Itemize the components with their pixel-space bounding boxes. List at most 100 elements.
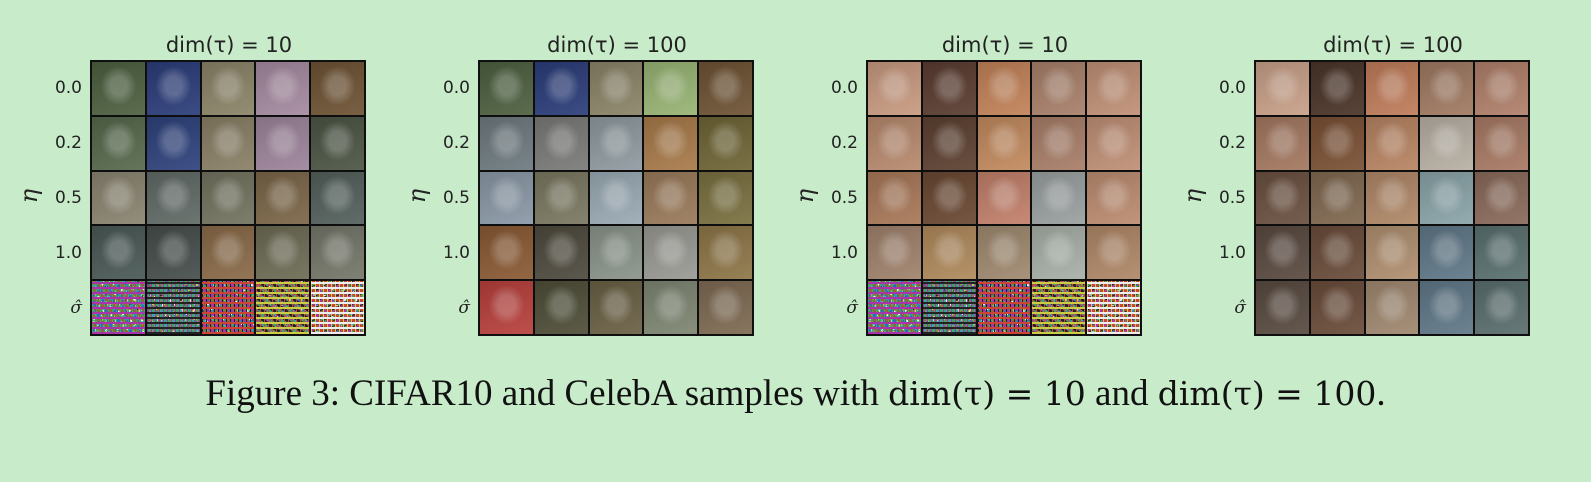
sample-image xyxy=(1420,281,1474,334)
eta-axis-label: η xyxy=(791,188,820,204)
sample-image xyxy=(589,116,643,170)
row-label: 1.0 xyxy=(442,243,470,264)
row-label: σ̂ xyxy=(458,298,470,319)
caption-suffix: . xyxy=(1376,373,1386,414)
row-label: 1.0 xyxy=(1218,243,1246,264)
row-label: 0.0 xyxy=(442,77,470,98)
caption-math-2: dim(τ) = 100 xyxy=(1157,374,1377,413)
eta-axis-label: η xyxy=(403,188,432,204)
panel-title: dim(τ) = 100 xyxy=(1323,33,1463,57)
sample-image xyxy=(699,281,752,334)
sample-image xyxy=(1475,62,1528,115)
sample-image xyxy=(699,62,752,115)
sample-image xyxy=(868,62,921,115)
sample-image xyxy=(868,171,921,225)
sample-image xyxy=(868,226,921,280)
sample-image xyxy=(922,281,976,334)
sample-image xyxy=(589,171,643,225)
sample-image xyxy=(480,62,533,115)
sample-image xyxy=(311,226,364,280)
row-label: 0.5 xyxy=(830,188,858,208)
sample-image xyxy=(1365,171,1419,225)
sample-image xyxy=(146,171,200,225)
sample-image xyxy=(1032,116,1086,170)
row-label: σ̂ xyxy=(846,298,858,319)
sample-image xyxy=(201,226,255,280)
sample-image xyxy=(644,281,698,334)
sample-image xyxy=(92,281,145,334)
sample-image xyxy=(1087,226,1140,280)
sample-image xyxy=(699,226,752,280)
sample-image xyxy=(1365,226,1419,280)
eta-axis-label: η xyxy=(15,188,44,204)
row-label: 0.2 xyxy=(54,132,82,153)
sample-image xyxy=(922,116,976,170)
sample-image xyxy=(1032,226,1086,280)
row-label: 0.5 xyxy=(54,188,82,208)
sample-image xyxy=(1310,226,1364,280)
sample-image xyxy=(922,62,976,115)
panel-title: dim(τ) = 100 xyxy=(547,33,687,57)
row-label: 1.0 xyxy=(830,243,858,264)
sample-image xyxy=(1310,281,1364,334)
sample-image xyxy=(92,226,145,280)
row-label: 0.0 xyxy=(54,77,82,98)
sample-image xyxy=(922,171,976,225)
sample-image xyxy=(977,116,1031,170)
sample-image xyxy=(589,62,643,115)
sample-image xyxy=(311,62,364,115)
sample-image xyxy=(146,62,200,115)
sample-image xyxy=(146,116,200,170)
sample-image xyxy=(977,62,1031,115)
row-label: 0.0 xyxy=(1218,77,1246,98)
sample-image xyxy=(201,171,255,225)
sample-image xyxy=(1256,281,1309,334)
row-label: 1.0 xyxy=(54,243,82,264)
sample-image xyxy=(480,171,533,225)
sample-image xyxy=(1087,171,1140,225)
sample-grid xyxy=(1254,60,1530,336)
sample-image xyxy=(256,226,310,280)
sample-image xyxy=(1310,62,1364,115)
sample-image xyxy=(699,171,752,225)
sample-image xyxy=(644,226,698,280)
sample-image xyxy=(1032,62,1086,115)
caption-middle: and xyxy=(1085,373,1158,414)
sample-image xyxy=(1256,116,1309,170)
row-label: 0.5 xyxy=(1218,188,1246,208)
sample-image xyxy=(256,281,310,334)
row-label: σ̂ xyxy=(1234,298,1246,319)
sample-image xyxy=(589,226,643,280)
sample-image xyxy=(92,62,145,115)
sample-image xyxy=(1420,171,1474,225)
row-label: 0.5 xyxy=(442,188,470,208)
sample-image xyxy=(1475,116,1528,170)
sample-image xyxy=(201,281,255,334)
sample-image xyxy=(1032,281,1086,334)
sample-image xyxy=(977,281,1031,334)
sample-image xyxy=(589,281,643,334)
sample-image xyxy=(699,116,752,170)
sample-image xyxy=(201,116,255,170)
sample-image xyxy=(1256,226,1309,280)
row-label: 0.2 xyxy=(442,132,470,153)
sample-image xyxy=(1475,226,1528,280)
sample-grid xyxy=(866,60,1142,336)
sample-image xyxy=(534,281,588,334)
row-label: σ̂ xyxy=(70,298,82,319)
sample-image xyxy=(311,116,364,170)
sample-image xyxy=(1365,281,1419,334)
sample-image xyxy=(480,281,533,334)
sample-image xyxy=(1256,171,1309,225)
eta-axis-label: η xyxy=(1179,188,1208,204)
sample-image xyxy=(480,226,533,280)
sample-image xyxy=(480,116,533,170)
sample-image xyxy=(534,171,588,225)
sample-image xyxy=(977,226,1031,280)
sample-image xyxy=(1087,116,1140,170)
sample-image xyxy=(534,226,588,280)
panel-title: dim(τ) = 10 xyxy=(941,33,1069,57)
sample-image xyxy=(92,116,145,170)
figure-caption: Figure 3: CIFAR10 and CelebA samples wit… xyxy=(0,372,1591,415)
row-label: 0.2 xyxy=(830,132,858,153)
